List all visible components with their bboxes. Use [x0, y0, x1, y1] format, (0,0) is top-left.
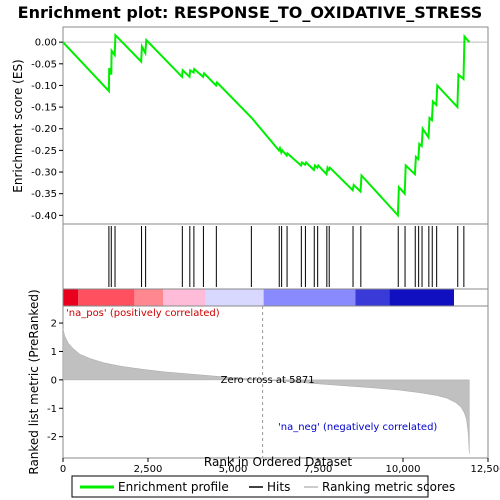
rank-color-bar	[62, 288, 489, 307]
metric-xtick-label: 7,500	[304, 464, 333, 475]
es-ytick-label: 0.00	[35, 38, 57, 49]
es-panel-frame	[62, 26, 489, 225]
color-bar-segment	[134, 289, 164, 306]
legend-enrichment-label: Enrichment profile	[118, 480, 229, 494]
metric-ylabel: Ranked list metric (PreRanked)	[27, 289, 41, 474]
es-ytick-label: -0.35	[31, 189, 57, 200]
metric-xtick-label: 0	[60, 464, 66, 475]
legend-hits-label: Hits	[267, 480, 290, 494]
legend-metric-label: Ranking metric scores	[322, 480, 455, 494]
metric-xtick-label: 10,000	[386, 464, 421, 475]
es-ytick-label: -0.20	[31, 124, 57, 135]
chart-title: Enrichment plot: RESPONSE_TO_OXIDATIVE_S…	[18, 3, 483, 22]
zero-cross-label: Zero cross at 5871	[221, 375, 315, 386]
hits-panel	[62, 223, 489, 290]
es-ytick-label: -0.30	[31, 168, 57, 179]
color-bar-segment	[205, 289, 264, 306]
metric-xtick-label: 2,500	[134, 464, 163, 475]
hits-panel-frame	[62, 223, 489, 290]
pos-corr-label: 'na_pos' (positively correlated)	[66, 308, 220, 319]
metric-ytick-label: 2	[51, 319, 57, 330]
es-panel: 0.00 -0.05 -0.10 -0.15 -0.20 -0.25 -0.30 -0.35 -…	[11, 26, 489, 225]
es-ytick-label: -0.25	[31, 146, 57, 157]
neg-corr-label: 'na_neg' (negatively correlated)	[278, 422, 437, 433]
enrichment-profile-line	[62, 32, 471, 218]
metric-ytick-label: -1	[47, 404, 57, 415]
metric-panel: Zero cross at 5871 'na_pos' (positively …	[27, 289, 500, 475]
es-ytick-label: -0.05	[31, 59, 57, 70]
es-ytick-label: -0.15	[31, 103, 57, 114]
es-ytick-label: -0.10	[31, 81, 57, 92]
color-bar-segment	[63, 289, 79, 306]
color-bar-segment	[163, 289, 206, 306]
color-bar-segment	[355, 289, 390, 306]
color-bar-segment	[263, 289, 356, 306]
metric-ytick-label: 0	[51, 375, 57, 386]
color-bar-segment	[78, 289, 135, 306]
metric-xtick-label: 12,500	[471, 464, 500, 475]
es-ytick-label: -0.40	[31, 211, 57, 222]
ranking-metric-area	[62, 328, 470, 454]
metric-ytick-label: -2	[47, 432, 57, 443]
metric-ytick-label: 1	[51, 347, 57, 358]
legend: Enrichment profile Hits Ranking metric s…	[71, 475, 455, 498]
metric-xlabel: Rank in Ordered Dataset	[204, 455, 352, 469]
color-bar-segment	[389, 289, 454, 306]
es-ylabel: Enrichment score (ES)	[11, 59, 25, 192]
metric-xtick-label: 5,000	[219, 464, 248, 475]
color-bar-empty	[454, 289, 488, 306]
